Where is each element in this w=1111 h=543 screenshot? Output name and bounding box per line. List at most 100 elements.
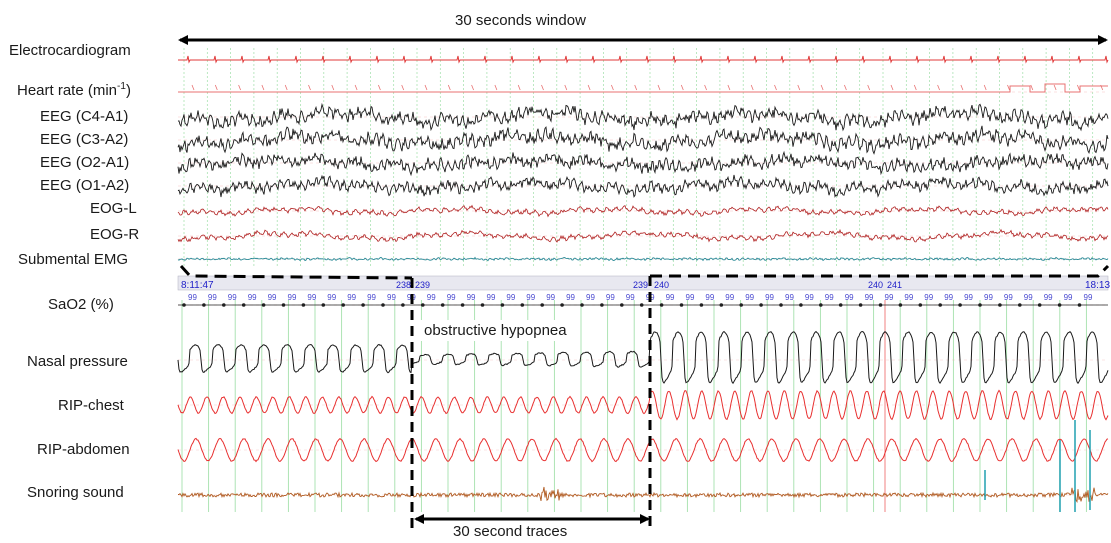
sao2-value: 99	[248, 293, 257, 302]
sao2-value: 99	[745, 293, 754, 302]
sao2-value: 99	[586, 293, 595, 302]
heart-rate-tick	[1100, 84, 1104, 91]
sao2-value: 99	[447, 293, 456, 302]
timebar-epoch-240a: 240	[654, 280, 670, 290]
sao2-point	[480, 303, 485, 307]
sao2-value: 99	[904, 293, 913, 302]
label-rip-chest: RIP-chest	[58, 397, 124, 414]
sao2-point	[381, 303, 385, 307]
heart-rate-tick	[820, 84, 824, 91]
sao2-point	[659, 303, 664, 307]
sao2-value: 99	[1004, 293, 1013, 302]
sao2-value: 99	[566, 293, 575, 302]
sao2-point	[361, 303, 365, 307]
sao2-value: 99	[686, 293, 695, 302]
snoring-trace	[178, 486, 1109, 504]
heart-rate-tick	[937, 84, 940, 91]
sao2-value: 99	[1064, 293, 1073, 302]
sao2-value: 99	[268, 293, 277, 302]
heart-rate-tick	[494, 84, 498, 91]
label-eeg-c4a1: EEG (C4-A1)	[40, 108, 129, 125]
sao2-value: 99	[387, 293, 396, 302]
heart-rate-tick	[587, 84, 591, 91]
sao2-point	[838, 303, 843, 307]
sao2-point	[699, 303, 704, 307]
timebar-epoch-238: 238	[396, 280, 412, 290]
heart-rate-tick	[727, 84, 731, 91]
sao2-value: 99	[666, 293, 675, 302]
label-eeg-o2a1: EEG (O2-A1)	[40, 154, 130, 171]
sao2-point	[421, 303, 425, 307]
sao2-point	[241, 303, 246, 307]
sao2-point	[182, 303, 186, 307]
sao2-value: 99	[367, 293, 376, 302]
heart-rate-tick	[1030, 84, 1034, 91]
heart-rate-tick	[238, 84, 241, 91]
eeg-c4a1-trace	[177, 102, 1109, 132]
sao2-point	[580, 303, 584, 307]
heart-rate-tick	[680, 84, 684, 91]
sao2-value: 99	[487, 293, 496, 302]
heart-rate-tick	[797, 84, 801, 91]
bottom-window-label: 30 second traces	[453, 523, 568, 540]
heart-rate-tick	[424, 84, 428, 91]
emg-trace	[177, 256, 1109, 262]
label-eog-r: EOG-R	[90, 226, 140, 243]
sao2-value: 99	[785, 293, 794, 302]
sao2-point	[759, 303, 763, 307]
timebar-epoch-239a: 239	[415, 280, 431, 290]
label-heart-rate: Heart rate (min-1)	[17, 81, 131, 99]
sao2-point	[639, 303, 644, 307]
sao2-point	[600, 303, 604, 307]
heart-rate-tick	[913, 84, 917, 91]
sao2-point	[878, 303, 883, 307]
sao2-point	[719, 303, 724, 307]
sao2-value: 99	[526, 293, 535, 302]
timebar-start-time: 8:11:47	[181, 280, 214, 291]
rip-abdomen-trace	[177, 437, 1109, 463]
sao2-point	[898, 303, 903, 307]
sao2-value: 99	[865, 293, 874, 302]
sao2-point	[520, 303, 525, 307]
sao2-value: 99	[546, 293, 555, 302]
sao2-point	[1037, 303, 1042, 307]
left-zoom-line	[179, 264, 413, 280]
sao2-value: 99	[228, 293, 237, 302]
sao2-point	[679, 303, 684, 307]
heart-rate-tick	[960, 84, 964, 91]
label-eog-l: EOG-L	[90, 200, 137, 217]
top-window-label: 30 seconds window	[455, 12, 586, 29]
sao2-value: 99	[307, 293, 316, 302]
sao2-point	[401, 303, 405, 307]
sao2-point	[281, 303, 286, 307]
sao2-point	[958, 303, 962, 307]
sao2-point	[998, 303, 1002, 307]
sao2-point	[540, 303, 544, 307]
heart-rate-tick	[401, 84, 405, 91]
heart-rate-tick	[750, 84, 754, 91]
sao2-value: 99	[1084, 293, 1093, 302]
eog-r-trace	[177, 228, 1109, 243]
ecg-trace	[178, 55, 1109, 64]
sao2-value: 99	[347, 293, 356, 302]
sao2-point	[819, 303, 823, 307]
sao2-value: 99	[327, 293, 336, 302]
rip-chest-trace	[177, 389, 1109, 421]
heart-rate-tick	[541, 84, 544, 91]
sao2-point	[301, 303, 306, 307]
sao2-value: 99	[984, 293, 993, 302]
sao2-point	[341, 303, 346, 307]
sao2-point	[202, 303, 206, 307]
sao2-value: 99	[924, 293, 933, 302]
heart-rate-tick	[611, 84, 614, 91]
sao2-value: 99	[1024, 293, 1033, 302]
heart-rate-tick	[704, 84, 707, 91]
heart-rate-tick	[331, 84, 335, 91]
sao2-point	[1057, 303, 1062, 307]
sao2-point	[620, 303, 624, 307]
label-submental-emg: Submental EMG	[18, 251, 129, 268]
right-zoom-line	[650, 264, 1110, 278]
sao2-point	[500, 303, 505, 307]
overlay-marks	[178, 35, 1110, 530]
sao2-point	[858, 303, 863, 307]
